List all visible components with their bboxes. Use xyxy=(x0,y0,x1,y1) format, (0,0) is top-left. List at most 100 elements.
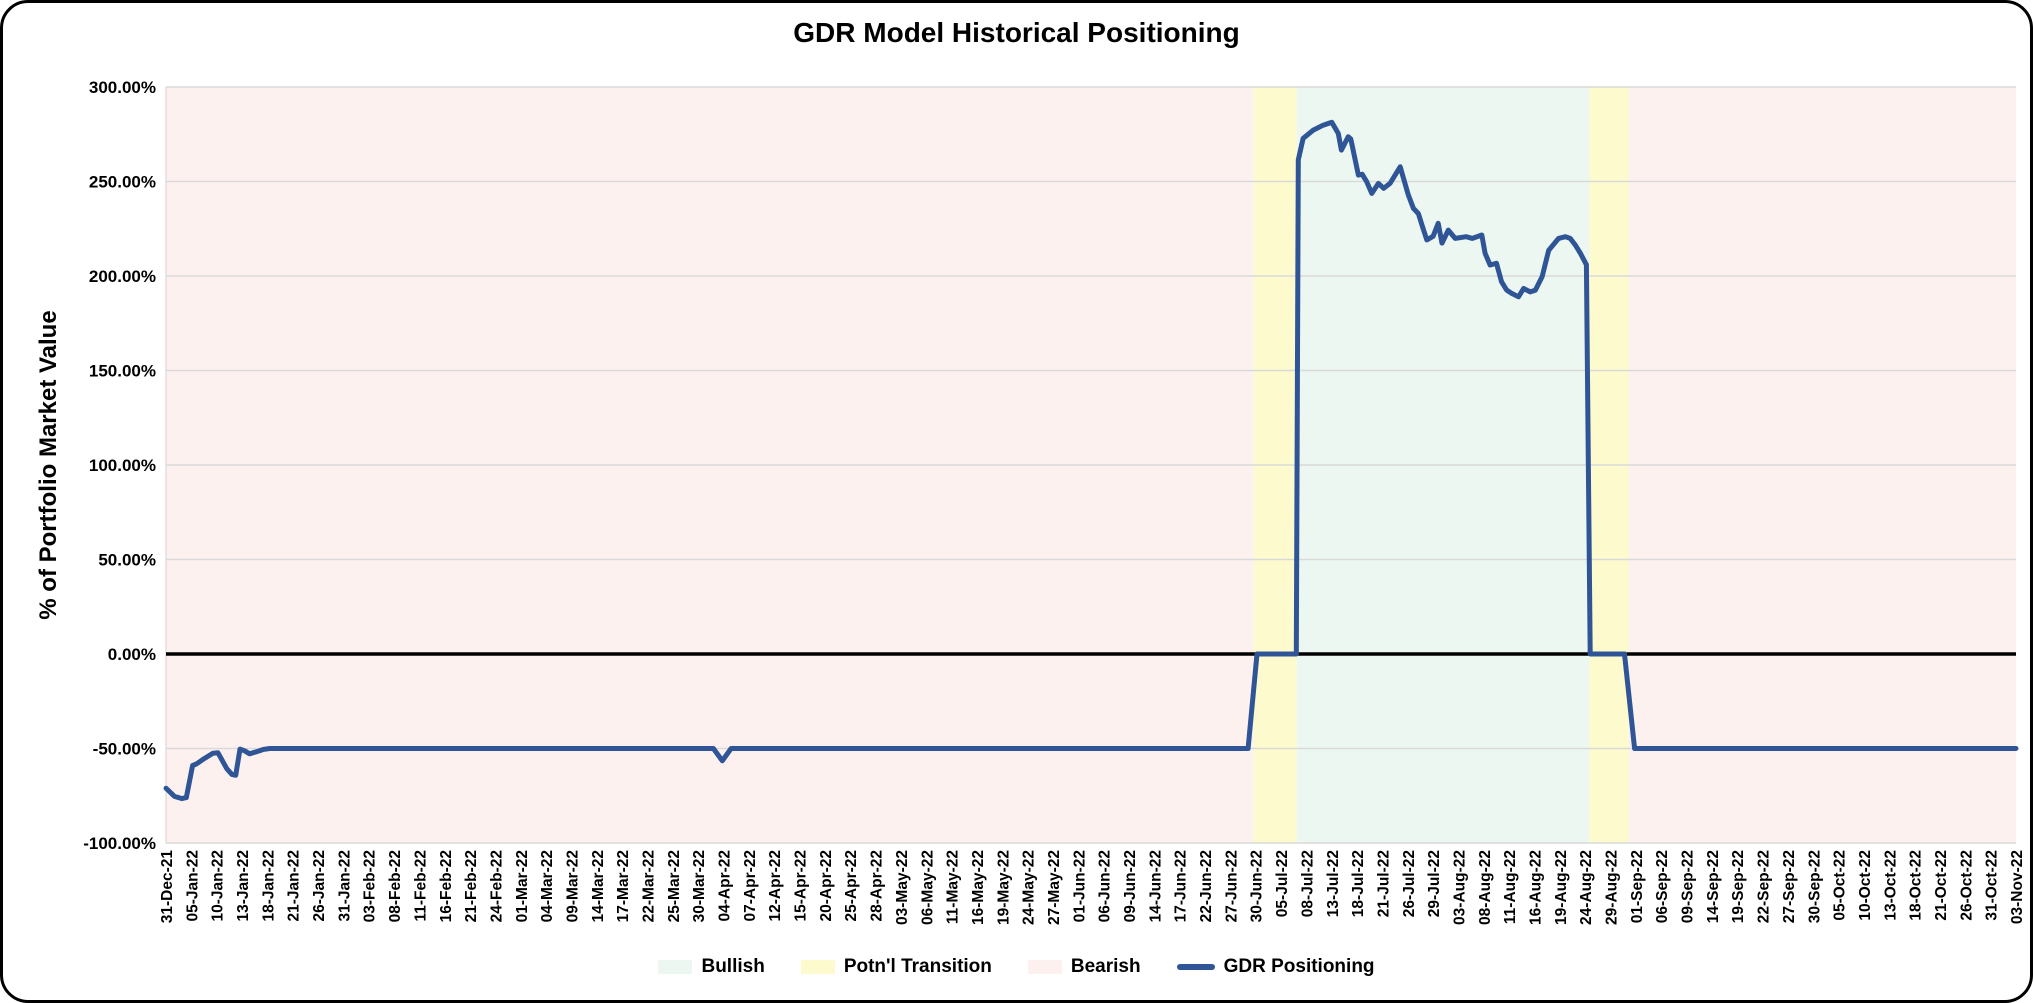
x-tick-label: 29-Jul-22 xyxy=(1426,850,1443,917)
x-tick-label: 27-May-22 xyxy=(1046,850,1063,925)
x-axis-tick-labels: 31-Dec-21 05-Jan-22 10-Jan-22 13-Jan-22 18-J… xyxy=(159,850,2026,925)
x-tick-label: 31-Jan-22 xyxy=(336,850,353,922)
x-tick-label: 16-Aug-22 xyxy=(1527,850,1544,925)
x-tick-label: 21-Jul-22 xyxy=(1375,850,1392,917)
gdr-positioning-line xyxy=(163,119,2019,802)
legend-item-transition: Potn'l Transition xyxy=(800,956,992,978)
x-tick-label: 08-Jul-22 xyxy=(1299,850,1316,917)
x-tick-label: 13-Jul-22 xyxy=(1325,850,1342,917)
x-tick-label: 10-Oct-22 xyxy=(1857,850,1874,921)
x-tick-label: 21-Feb-22 xyxy=(463,850,480,922)
x-tick-label: 03-May-22 xyxy=(894,850,911,925)
series-gdr-positioning xyxy=(163,119,2019,802)
x-tick-label: 12-Apr-22 xyxy=(767,850,784,922)
x-tick-label: 01-Jun-22 xyxy=(1071,850,1088,922)
y-tick-label: 50.00% xyxy=(98,551,156,570)
legend-item-bullish: Bullish xyxy=(658,956,765,978)
x-tick-label: 19-Sep-22 xyxy=(1730,850,1747,923)
legend-label-bullish: Bullish xyxy=(701,956,765,977)
x-tick-label: 03-Nov-22 xyxy=(2009,850,2026,924)
x-tick-label: 06-Jun-22 xyxy=(1097,850,1114,922)
y-axis-tick-labels: 300.00% 250.00% 200.00% 150.00% 100.00% 50.00… xyxy=(83,78,156,853)
legend-label-transition: Potn'l Transition xyxy=(843,956,992,977)
x-tick-label: 22-Sep-22 xyxy=(1756,850,1773,923)
bullish-swatch xyxy=(658,960,693,974)
x-tick-label: 28-Apr-22 xyxy=(869,850,886,922)
x-tick-label: 11-May-22 xyxy=(945,850,962,924)
x-tick-label: 05-Oct-22 xyxy=(1832,850,1849,921)
x-tick-label: 20-Apr-22 xyxy=(818,850,835,922)
x-tick-label: 19-May-22 xyxy=(995,850,1012,925)
x-tick-label: 07-Apr-22 xyxy=(742,850,759,922)
x-tick-label: 27-Jun-22 xyxy=(1223,850,1240,922)
x-tick-label: 04-Apr-22 xyxy=(717,850,734,922)
y-tick-label: 300.00% xyxy=(89,78,156,97)
x-tick-label: 11-Aug-22 xyxy=(1502,850,1519,924)
legend-label-gdr-positioning: GDR Positioning xyxy=(1223,956,1375,977)
x-tick-label: 06-May-22 xyxy=(919,850,936,925)
x-tick-label: 08-Aug-22 xyxy=(1477,850,1494,925)
x-tick-label: 27-Sep-22 xyxy=(1781,850,1798,923)
x-tick-label: 30-Jun-22 xyxy=(1249,850,1266,922)
x-tick-label: 24-May-22 xyxy=(1021,850,1038,925)
legend-item-bearish: Bearish xyxy=(1027,956,1141,978)
x-tick-label: 22-Jun-22 xyxy=(1198,850,1215,922)
x-tick-label: 19-Aug-22 xyxy=(1553,850,1570,925)
x-tick-label: 03-Aug-22 xyxy=(1451,850,1468,925)
bearish-swatch xyxy=(1027,960,1062,974)
x-tick-label: 24-Aug-22 xyxy=(1578,850,1595,925)
gdr-line-swatch xyxy=(1176,964,1215,970)
x-tick-label: 16-May-22 xyxy=(970,850,987,925)
y-tick-label: 0.00% xyxy=(108,645,156,664)
x-tick-label: 14-Jun-22 xyxy=(1147,850,1164,922)
x-tick-label: 31-Oct-22 xyxy=(1984,850,2001,921)
x-tick-label: 03-Feb-22 xyxy=(362,850,379,922)
x-tick-label: 21-Jan-22 xyxy=(286,850,303,922)
legend-item-gdr-positioning: GDR Positioning xyxy=(1176,956,1375,978)
x-tick-label: 14-Sep-22 xyxy=(1705,850,1722,923)
x-tick-label: 09-Mar-22 xyxy=(564,850,581,922)
x-tick-label: 01-Mar-22 xyxy=(514,850,531,922)
legend-label-bearish: Bearish xyxy=(1070,956,1141,977)
x-tick-label: 25-Apr-22 xyxy=(843,850,860,922)
x-tick-label: 18-Jan-22 xyxy=(260,850,277,922)
x-tick-label: 14-Mar-22 xyxy=(590,850,607,922)
x-tick-label: 11-Feb-22 xyxy=(412,850,429,922)
x-tick-label: 18-Jul-22 xyxy=(1350,850,1367,917)
x-tick-label: 16-Feb-22 xyxy=(438,850,455,922)
x-tick-label: 22-Mar-22 xyxy=(641,850,658,922)
x-tick-label: 10-Jan-22 xyxy=(210,850,227,922)
legend: Bullish Potn'l Transition Bearish GDR Po… xyxy=(3,956,2030,978)
x-tick-label: 26-Oct-22 xyxy=(1958,850,1975,921)
x-tick-label: 09-Sep-22 xyxy=(1680,850,1697,923)
x-tick-label: 05-Jan-22 xyxy=(184,850,201,922)
x-tick-label: 26-Jan-22 xyxy=(311,850,328,922)
x-tick-label: 09-Jun-22 xyxy=(1122,850,1139,922)
x-tick-label: 13-Jan-22 xyxy=(235,850,252,922)
x-tick-label: 21-Oct-22 xyxy=(1933,850,1950,921)
x-tick-label: 30-Mar-22 xyxy=(691,850,708,922)
y-tick-label: -50.00% xyxy=(93,740,156,759)
y-tick-label: 200.00% xyxy=(89,267,156,286)
x-tick-label: 01-Sep-22 xyxy=(1629,850,1646,923)
x-tick-label: 25-Mar-22 xyxy=(666,850,683,922)
chart-title: GDR Model Historical Positioning xyxy=(793,17,1240,48)
x-tick-label: 29-Aug-22 xyxy=(1604,850,1621,925)
x-tick-label: 06-Sep-22 xyxy=(1654,850,1671,923)
x-tick-label: 18-Oct-22 xyxy=(1908,850,1925,921)
x-tick-label: 04-Mar-22 xyxy=(539,850,556,922)
x-tick-label: 05-Jul-22 xyxy=(1274,850,1291,917)
x-tick-label: 08-Feb-22 xyxy=(387,850,404,922)
x-tick-label: 24-Feb-22 xyxy=(488,850,505,922)
y-tick-label: 100.00% xyxy=(89,456,156,475)
x-tick-label: 17-Jun-22 xyxy=(1173,850,1190,922)
y-tick-label: -100.00% xyxy=(83,834,156,853)
x-tick-label: 15-Apr-22 xyxy=(793,850,810,922)
plot-area: 300.00% 250.00% 200.00% 150.00% 100.00% 50.00… xyxy=(83,78,2026,925)
x-tick-label: 13-Oct-22 xyxy=(1882,850,1899,921)
transition-swatch xyxy=(800,960,835,974)
x-tick-label: 31-Dec-21 xyxy=(159,850,176,924)
x-tick-label: 17-Mar-22 xyxy=(615,850,632,922)
y-tick-label: 250.00% xyxy=(89,173,156,192)
